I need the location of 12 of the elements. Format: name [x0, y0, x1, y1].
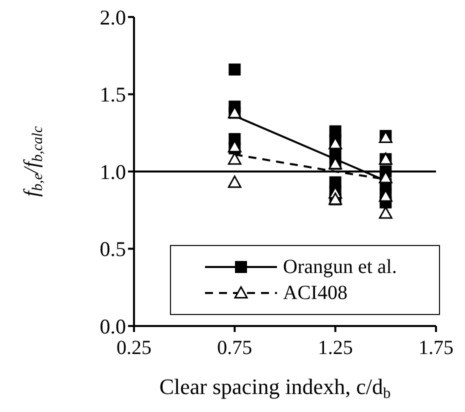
legend-label: ACI408	[283, 282, 348, 304]
y-tick-label: 2.0	[100, 5, 126, 30]
y-tick-label: 1.0	[100, 160, 126, 184]
x-tick-label: 1.25	[318, 337, 353, 360]
y-tick-label: 0.0	[100, 314, 126, 338]
x-tick-label: 0.25	[116, 337, 152, 360]
x-tick-label: 0.75	[217, 337, 252, 360]
y-tick-label: 0.5	[100, 237, 126, 262]
legend-label: Orangun et al.	[283, 256, 397, 278]
x-axis-title: Clear spacing indexh, c/d$_{b}$	[159, 374, 391, 402]
x-tick-label: 1.75	[418, 337, 454, 360]
y-tick-label: 1.5	[100, 82, 126, 107]
